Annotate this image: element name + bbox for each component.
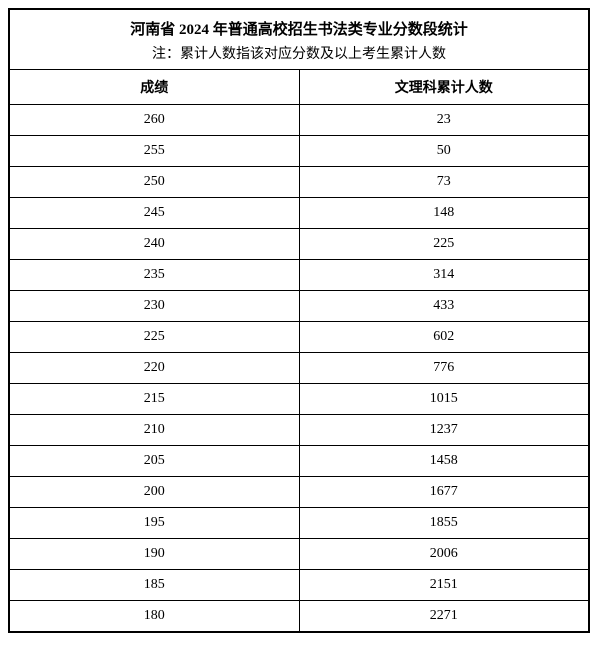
cell-count: 23 (299, 105, 588, 136)
column-header-count: 文理科累计人数 (299, 70, 588, 105)
table-row: 26023 (10, 105, 588, 136)
table-row: 245148 (10, 198, 588, 229)
table-row: 2151015 (10, 384, 588, 415)
cell-score: 245 (10, 198, 299, 229)
cell-score: 235 (10, 260, 299, 291)
cell-score: 200 (10, 477, 299, 508)
table-row: 225602 (10, 322, 588, 353)
cell-score: 230 (10, 291, 299, 322)
data-table: 成绩 文理科累计人数 26023255502507324514824022523… (10, 69, 588, 631)
table-row: 2101237 (10, 415, 588, 446)
cell-count: 776 (299, 353, 588, 384)
cell-count: 225 (299, 229, 588, 260)
cell-count: 314 (299, 260, 588, 291)
cell-count: 2006 (299, 539, 588, 570)
cell-count: 602 (299, 322, 588, 353)
table-header-section: 河南省 2024 年普通高校招生书法类专业分数段统计 注：累计人数指该对应分数及… (10, 10, 588, 69)
cell-count: 1015 (299, 384, 588, 415)
cell-count: 1458 (299, 446, 588, 477)
cell-score: 225 (10, 322, 299, 353)
table-row: 1951855 (10, 508, 588, 539)
table-row: 2001677 (10, 477, 588, 508)
cell-count: 50 (299, 136, 588, 167)
cell-score: 260 (10, 105, 299, 136)
table-header-row: 成绩 文理科累计人数 (10, 70, 588, 105)
table-row: 25550 (10, 136, 588, 167)
cell-count: 433 (299, 291, 588, 322)
table-row: 1852151 (10, 570, 588, 601)
table-row: 25073 (10, 167, 588, 198)
cell-score: 210 (10, 415, 299, 446)
cell-count: 1677 (299, 477, 588, 508)
table-row: 1902006 (10, 539, 588, 570)
cell-score: 190 (10, 539, 299, 570)
column-header-score: 成绩 (10, 70, 299, 105)
cell-count: 73 (299, 167, 588, 198)
table-row: 230433 (10, 291, 588, 322)
table-row: 1802271 (10, 601, 588, 632)
score-statistics-table: 河南省 2024 年普通高校招生书法类专业分数段统计 注：累计人数指该对应分数及… (8, 8, 590, 633)
cell-score: 240 (10, 229, 299, 260)
table-row: 235314 (10, 260, 588, 291)
cell-score: 255 (10, 136, 299, 167)
cell-count: 2151 (299, 570, 588, 601)
cell-count: 1237 (299, 415, 588, 446)
cell-score: 180 (10, 601, 299, 632)
cell-score: 185 (10, 570, 299, 601)
cell-score: 195 (10, 508, 299, 539)
cell-score: 220 (10, 353, 299, 384)
table-row: 220776 (10, 353, 588, 384)
table-title: 河南省 2024 年普通高校招生书法类专业分数段统计 (10, 18, 588, 39)
table-row: 2051458 (10, 446, 588, 477)
cell-score: 215 (10, 384, 299, 415)
cell-score: 205 (10, 446, 299, 477)
cell-count: 1855 (299, 508, 588, 539)
cell-score: 250 (10, 167, 299, 198)
cell-count: 148 (299, 198, 588, 229)
table-subtitle: 注：累计人数指该对应分数及以上考生累计人数 (10, 43, 588, 63)
cell-count: 2271 (299, 601, 588, 632)
table-row: 240225 (10, 229, 588, 260)
